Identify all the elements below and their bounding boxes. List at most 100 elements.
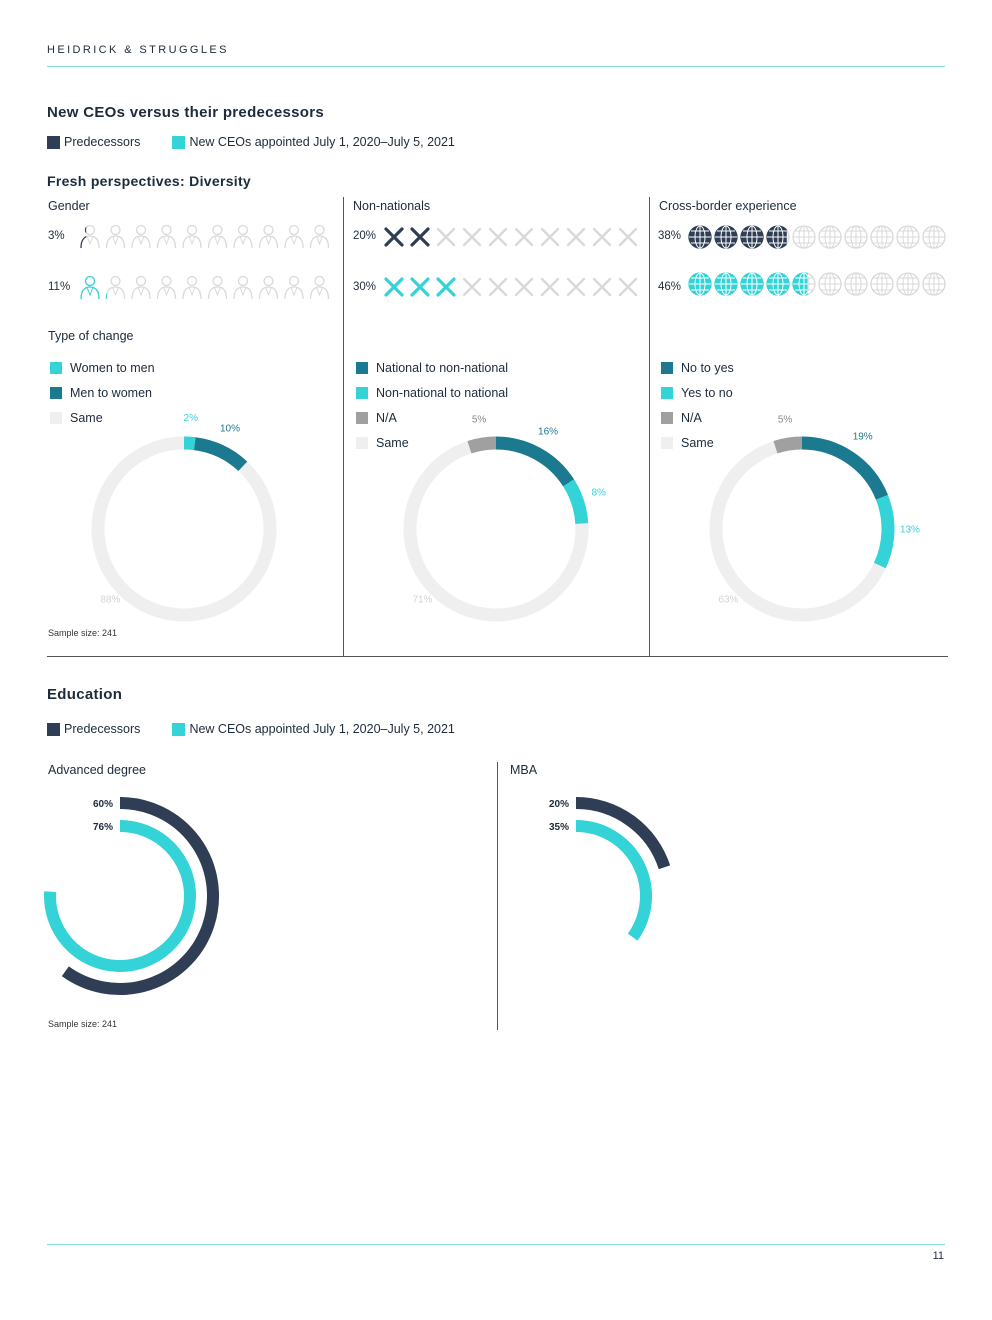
x-icon — [566, 227, 586, 247]
donut-label: 16% — [538, 426, 558, 437]
x-icon — [384, 227, 404, 247]
gender-new-label: 11% — [48, 281, 71, 293]
sample-size-diversity: Sample size: 241 — [48, 628, 118, 638]
nonnationals-pictogram-new-ceos — [384, 277, 638, 297]
legend-na-nationality: N/A — [356, 405, 508, 430]
donut-label: 19% — [853, 432, 873, 443]
globe-icon — [870, 225, 894, 249]
legend-item-new-ceos: New CEOs appointed July 1, 2020–July 5, … — [172, 135, 455, 149]
radial-arc — [575, 820, 652, 941]
globe-icon — [896, 225, 920, 249]
swatch-same-crossborder — [661, 436, 673, 449]
x-icon — [488, 227, 508, 247]
person-icon — [258, 224, 279, 249]
legend-men-to-women: Men to women — [50, 380, 155, 405]
legend-item-predecessors: Predecessors — [47, 135, 140, 149]
legend-label-new-ceos-2: New CEOs appointed July 1, 2020–July 5, … — [189, 722, 455, 736]
donut-label: 10% — [220, 423, 240, 434]
label-same-nationality: Same — [376, 435, 409, 450]
x-icon — [514, 227, 534, 247]
person-icon — [233, 275, 253, 300]
donut-label: 5% — [778, 414, 793, 425]
globe-icon — [896, 272, 920, 296]
globe-icon — [844, 272, 868, 296]
crossborder-pictogram-new-ceos — [688, 272, 946, 296]
legend-women-to-men: Women to men — [50, 355, 155, 380]
label-men-to-women: Men to women — [70, 385, 152, 400]
radial-arc — [61, 797, 219, 995]
cross-pred-label: 38% — [658, 230, 682, 242]
nonnat-new-label: 30% — [353, 281, 377, 293]
donut-label: 63% — [718, 595, 738, 606]
donut-slice — [709, 441, 886, 622]
x-icon — [488, 277, 508, 297]
donut-0: 2% 10% 88% — [91, 413, 277, 622]
globe-icon — [740, 272, 764, 296]
legend-swatch-predecessors-2 — [47, 722, 60, 736]
label-yes-to-no: Yes to no — [681, 385, 733, 400]
brand-name: HEIDRICK & STRUGGLES — [47, 44, 229, 56]
gender-pictogram-predecessors — [80, 224, 330, 249]
section-subtitle: Fresh perspectives: Diversity — [47, 173, 252, 189]
swatch-yes-to-no — [661, 386, 673, 399]
legend-same-crossborder: Same — [661, 430, 734, 455]
nonnationals-title: Non-nationals — [353, 199, 431, 213]
nonnationals-pictogram-predecessors — [384, 227, 638, 247]
legend-education: Predecessors New CEOs appointed July 1, … — [47, 722, 487, 736]
globe-icon — [792, 272, 816, 296]
cross-new-label: 46% — [658, 281, 682, 293]
education-divider — [497, 762, 498, 1030]
x-icon — [436, 227, 456, 247]
globe-icon — [792, 225, 816, 249]
person-icon — [131, 224, 151, 249]
donut-slice — [495, 436, 575, 487]
globe-icon — [818, 225, 842, 249]
swatch-men-to-women — [50, 386, 62, 399]
legend-label-predecessors: Predecessors — [64, 135, 141, 149]
legend-yes-to-no: Yes to no — [661, 380, 734, 405]
swatch-no-to-yes — [661, 361, 673, 374]
label-women-to-men: Women to men — [70, 360, 155, 375]
radial-1: 20% 35% — [549, 797, 671, 941]
legend-no-to-yes: No to yes — [661, 355, 734, 380]
sample-size-education: Sample size: 241 — [48, 1019, 118, 1029]
swatch-women-to-men — [50, 361, 62, 374]
legend-item-predecessors-2: Predecessors — [47, 722, 140, 736]
section-title-education: Education — [47, 686, 123, 703]
person-icon — [156, 275, 177, 300]
legend-na-crossborder: N/A — [661, 405, 734, 430]
person-icon — [131, 275, 151, 300]
donut-1: 16% 8% 71% 5% — [403, 414, 606, 622]
globe-icon — [688, 225, 712, 249]
person-icon — [80, 275, 100, 300]
person-icon — [182, 224, 202, 249]
radial-label: 76% — [93, 822, 113, 833]
x-icon — [592, 277, 612, 297]
person-icon — [105, 224, 126, 249]
donut-2: 19% 13% 63% 5% — [709, 414, 920, 622]
donut-label: 2% — [184, 413, 199, 424]
x-icon — [540, 277, 560, 297]
person-icon — [80, 224, 100, 249]
donut-label: 8% — [591, 488, 606, 499]
radial-label: 60% — [93, 799, 113, 810]
column-divider-2 — [649, 197, 650, 656]
donut-slice — [403, 441, 589, 622]
donut-label: 13% — [900, 524, 920, 535]
legend-label-new-ceos: New CEOs appointed July 1, 2020–July 5, … — [189, 135, 455, 149]
legend-same-gender: Same — [50, 405, 155, 430]
label-national-to-nonnational: National to non-national — [376, 360, 509, 375]
globe-icon — [766, 225, 790, 249]
globe-icon — [688, 272, 712, 296]
footer-rule — [47, 1244, 945, 1245]
person-icon — [309, 224, 330, 249]
radial-arc — [44, 820, 196, 972]
nonnat-pred-label: 20% — [353, 230, 377, 242]
donut-slice — [91, 436, 277, 622]
legend-swatch-new-ceos-2 — [172, 722, 186, 736]
page-number: 11 — [932, 1250, 944, 1262]
crossborder-pictogram-predecessors — [688, 225, 946, 249]
gender-change-donut: 2% 10% 88% 16% 8% 71% 5% 19% 13% 63% 5% — [91, 413, 920, 622]
x-icon — [410, 227, 430, 247]
legend-same-nationality: Same — [356, 430, 508, 455]
